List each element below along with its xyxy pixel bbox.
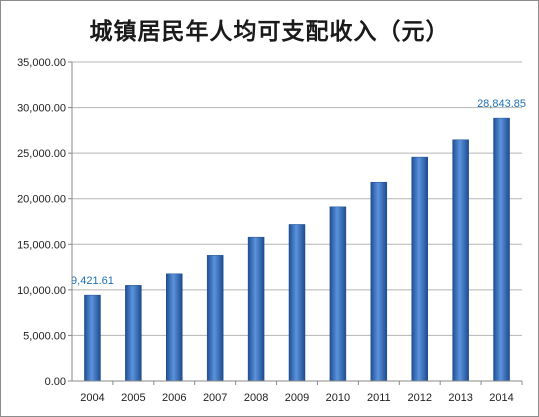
- bars: [84, 117, 510, 382]
- y-tick-label: 10,000.00: [17, 285, 66, 297]
- x-tick-label: 2009: [285, 392, 309, 404]
- y-tick-label: 0.00: [45, 376, 66, 388]
- bar-2014: [493, 117, 510, 382]
- y-tick-label: 35,000.00: [17, 57, 66, 69]
- x-tick-label: 2007: [203, 392, 227, 404]
- bar-2007: [206, 255, 224, 382]
- data-label: 28,843.85: [477, 98, 526, 110]
- data-labels: 9,421.61 28,843.85: [71, 98, 526, 287]
- x-tick-label: 2008: [244, 392, 268, 404]
- x-axis-ticks: 2004 2005 2006 2007 2008 2009 2010 2011 2012 2013…: [80, 381, 523, 404]
- data-label: 9,421.61: [71, 275, 114, 287]
- bar-2008: [247, 236, 265, 382]
- x-tick-label: 2011: [367, 392, 391, 404]
- x-tick-label: 2006: [162, 392, 186, 404]
- x-tick-label: 2014: [489, 392, 513, 404]
- y-tick-label: 15,000.00: [17, 239, 66, 251]
- x-tick-label: 2005: [121, 392, 145, 404]
- bar-2012: [411, 156, 428, 382]
- x-tick-label: 2013: [448, 392, 472, 404]
- bar-2005: [125, 285, 142, 382]
- bar-2009: [288, 224, 306, 382]
- bar-2010: [329, 206, 347, 382]
- x-tick-label: 2012: [407, 392, 431, 404]
- x-tick-label: 2004: [80, 392, 104, 404]
- y-tick-label: 30,000.00: [17, 103, 66, 115]
- bar-2004: [84, 294, 101, 382]
- x-tick-label: 2010: [326, 392, 350, 404]
- bar-2006: [166, 273, 183, 382]
- chart-title: 城镇居民年人均可支配收入（元）: [89, 19, 450, 45]
- y-tick-label: 20,000.00: [17, 194, 66, 206]
- y-axis-ticks: 0.00 5,000.00 10,000.00 15,000.00 20,000.00 2…: [17, 57, 72, 388]
- y-tick-label: 25,000.00: [17, 148, 66, 160]
- y-tick-label: 5,000.00: [23, 330, 66, 342]
- bar-2011: [370, 181, 388, 382]
- bar-2013: [452, 139, 469, 382]
